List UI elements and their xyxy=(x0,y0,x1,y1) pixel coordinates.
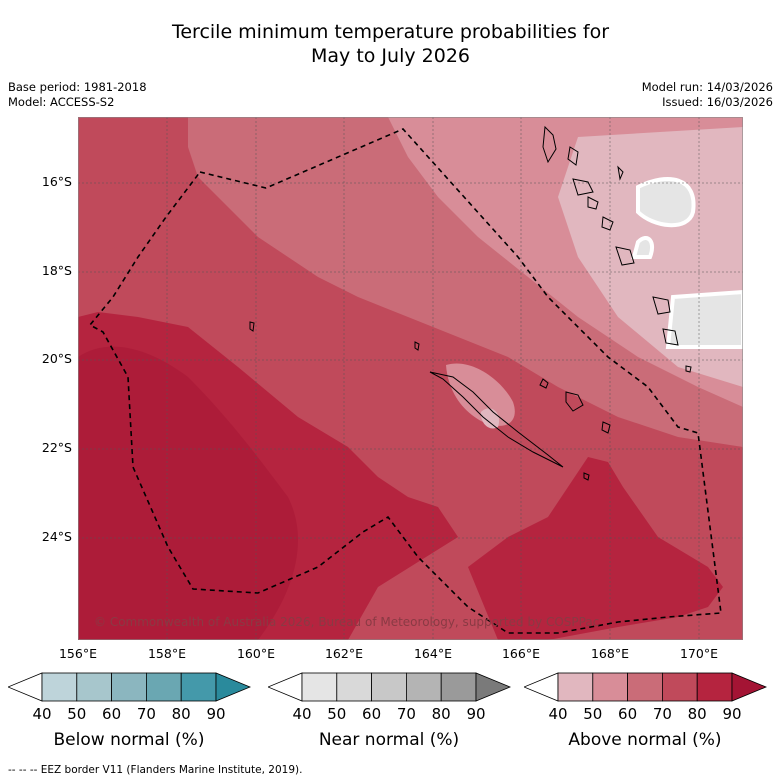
colorbar-tick-label: 40 xyxy=(32,705,52,723)
colorbar-swatch xyxy=(696,672,733,702)
reef-island-central xyxy=(414,341,420,351)
colorbar-under-triangle xyxy=(522,672,559,702)
colorbar-tick-label: 40 xyxy=(292,705,312,723)
colorbar-tick-label: 80 xyxy=(171,705,191,723)
colorbar-tick-label: 90 xyxy=(466,705,486,723)
coastlines xyxy=(249,125,692,481)
map-frame xyxy=(78,117,743,640)
chart-title-line2: May to July 2026 xyxy=(311,45,470,67)
loyalty-island-2 xyxy=(565,391,584,412)
band-90-southwest xyxy=(78,346,298,640)
colorbar-over-triangle xyxy=(475,672,512,702)
band-80-west xyxy=(78,312,458,640)
vanuatu-island-7 xyxy=(617,165,624,181)
loyalty-island-1 xyxy=(539,378,549,389)
colorbar-swatch xyxy=(336,672,373,702)
colorbar-near-normal xyxy=(266,670,512,708)
small-island-east xyxy=(685,365,692,373)
colorbar-swatch xyxy=(111,672,147,702)
near-normal-patch-north xyxy=(636,177,696,228)
colorbar-tick-label: 70 xyxy=(652,705,672,723)
reef-island-west xyxy=(249,321,255,332)
near-normal-patch-mid xyxy=(631,236,655,259)
colorbar-tick-label: 40 xyxy=(548,705,568,723)
eez-note: -- -- -- EEZ border V11 (Flanders Marine… xyxy=(8,764,303,776)
colorbar-tick-label: 90 xyxy=(722,705,742,723)
vanuatu-island-1 xyxy=(542,125,557,164)
colorbar-over-triangle xyxy=(731,672,768,702)
lon-label-160e: 160°E xyxy=(236,646,275,661)
colorbar-swatch xyxy=(180,672,217,702)
vanuatu-island-8 xyxy=(652,296,671,315)
near-normal-patch-east xyxy=(665,289,743,349)
base-period: Base period: 1981-2018 xyxy=(8,80,147,94)
colorbar-tick-label: 70 xyxy=(136,705,156,723)
colorbar-swatch xyxy=(440,672,477,702)
colorbar-under-triangle xyxy=(266,672,303,702)
vanuatu-island-3 xyxy=(572,178,594,196)
colorbar-tick-label: 60 xyxy=(618,705,638,723)
lon-label-166e: 166°E xyxy=(501,646,540,661)
colorbar-below-normal xyxy=(6,670,252,708)
small-island-south xyxy=(583,472,590,481)
lon-label-164e: 164°E xyxy=(413,646,452,661)
lat-label-16s: 16°S xyxy=(41,174,72,189)
vanuatu-island-2 xyxy=(567,146,579,166)
band-80-south xyxy=(468,457,723,640)
colorbar-below-normal-swatches xyxy=(6,672,252,702)
graticule xyxy=(78,117,743,640)
colorbar-above-normal-title: Above normal (%) xyxy=(568,730,722,750)
colorbar-swatch xyxy=(592,672,629,702)
lon-label-168e: 168°E xyxy=(590,646,629,661)
colorbar-swatch xyxy=(301,672,338,702)
lon-label-158e: 158°E xyxy=(147,646,186,661)
colorbar-tick-label: 50 xyxy=(327,705,347,723)
new-caledonia-coast xyxy=(429,371,564,468)
vanuatu-island-5 xyxy=(601,216,614,231)
colorbar-swatch xyxy=(557,672,594,702)
colorbar-near-normal-swatches xyxy=(266,672,512,702)
meta-right: Model run: 14/03/2026 Issued: 16/03/2026 xyxy=(642,80,773,110)
colorbar-swatch xyxy=(145,672,182,702)
meta-left: Base period: 1981-2018 Model: ACCESS-S2 xyxy=(8,80,147,110)
lon-label-156e: 156°E xyxy=(58,646,97,661)
colorbar-swatch xyxy=(661,672,698,702)
model-name: Model: ACCESS-S2 xyxy=(8,95,115,109)
lat-label-18s: 18°S xyxy=(41,263,72,278)
issued-date: Issued: 16/03/2026 xyxy=(662,95,773,109)
lat-label-20s: 20°S xyxy=(41,351,72,366)
colorbar-under-triangle xyxy=(6,672,43,702)
colorbar-swatch xyxy=(405,672,442,702)
colorbar-near-normal-title: Near normal (%) xyxy=(318,730,460,750)
colorbar-tick-label: 70 xyxy=(396,705,416,723)
colorbar-tick-label: 50 xyxy=(583,705,603,723)
colorbar-tick-label: 50 xyxy=(67,705,87,723)
loyalty-island-3 xyxy=(601,421,611,434)
colorbar-tick-label: 60 xyxy=(362,705,382,723)
colorbar-below-normal-title: Below normal (%) xyxy=(53,730,205,750)
vanuatu-island-9 xyxy=(662,328,679,346)
chart-title-line1: Tercile minimum temperature probabilitie… xyxy=(171,21,610,43)
colorbar-swatch xyxy=(41,672,78,702)
lat-label-22s: 22°S xyxy=(41,440,72,455)
colorbar-swatch xyxy=(371,672,407,702)
vanuatu-island-4 xyxy=(587,196,599,210)
colorbar-tick-label: 80 xyxy=(431,705,451,723)
probability-map[interactable]: © Commonwealth of Australia 2026, Bureau… xyxy=(78,117,743,640)
vanuatu-island-6 xyxy=(615,246,635,266)
band-50-new-caledonia xyxy=(446,363,515,426)
colorbar-above-normal-swatches xyxy=(522,672,768,702)
colorbar-tick-label: 60 xyxy=(102,705,122,723)
lon-label-170e: 170°E xyxy=(679,646,718,661)
lon-label-162e: 162°E xyxy=(324,646,363,661)
colorbar-swatch xyxy=(76,672,113,702)
lat-label-24s: 24°S xyxy=(41,529,72,544)
colorbar-tick-label: 80 xyxy=(687,705,707,723)
colorbar-above-normal xyxy=(522,670,768,708)
colorbar-swatch xyxy=(627,672,663,702)
colorbar-over-triangle xyxy=(215,672,252,702)
copyright-text: © Commonwealth of Australia 2026, Bureau… xyxy=(94,615,599,629)
model-run: Model run: 14/03/2026 xyxy=(641,80,773,94)
colorbar-tick-label: 90 xyxy=(206,705,226,723)
